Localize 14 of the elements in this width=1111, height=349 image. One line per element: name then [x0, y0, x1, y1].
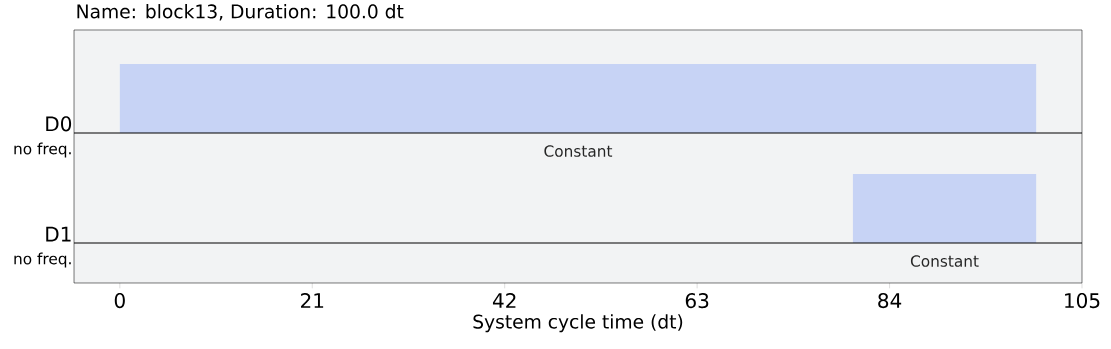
y-tick-label: D1: [46, 226, 71, 242]
x-tick-label: 0: [114, 293, 125, 309]
x-tick-label: 21: [301, 293, 324, 308]
annotation: Constant: [910, 255, 979, 267]
text: no freq.: [14, 252, 71, 268]
y-tick-label: D0: [46, 116, 72, 132]
text: no freq.: [14, 142, 71, 158]
x-tick-label: 42: [492, 293, 516, 308]
x-tick-label: 105: [1065, 293, 1100, 309]
x-axis-title: System cycle time (dt): [473, 314, 683, 333]
x-tick-label: 63: [685, 293, 709, 309]
chart-title: Name: block13, Duration: 100.0 dt: [77, 4, 404, 21]
x-tick-label: 84: [878, 293, 902, 309]
annotation: Constant: [544, 145, 613, 157]
